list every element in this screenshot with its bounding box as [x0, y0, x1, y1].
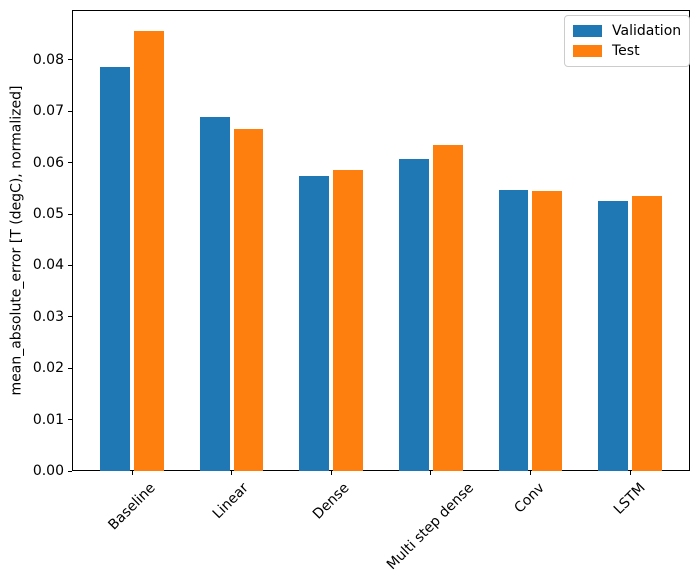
bar-test-lstm — [632, 196, 662, 471]
y-tick-label: 0.02 — [32, 360, 64, 377]
y-tick-label: 0.07 — [32, 103, 64, 120]
plot-area — [72, 10, 690, 471]
y-tick-mark — [68, 419, 72, 421]
bar-validation-dense — [299, 176, 330, 471]
bar-validation-multi-step-dense — [398, 159, 429, 471]
y-tick-label: 0.05 — [32, 206, 64, 223]
legend-swatch-test-icon — [573, 45, 602, 57]
y-tick-label: 0.03 — [32, 308, 64, 325]
x-tick-mark — [430, 471, 432, 475]
y-tick-mark — [68, 162, 72, 164]
bar-test-dense — [333, 170, 364, 471]
bar-test-multi-step-dense — [432, 145, 463, 471]
legend-swatch-validation-icon — [573, 25, 602, 37]
y-tick-mark — [68, 470, 72, 472]
bar-validation-lstm — [598, 200, 629, 471]
legend-item-test: Test — [573, 43, 681, 59]
y-tick-mark — [68, 59, 72, 61]
x-tick-label-linear: Linear — [209, 480, 252, 523]
x-tick-label-dense: Dense — [309, 480, 353, 523]
bar-validation-conv — [498, 190, 529, 471]
y-tick-mark — [68, 213, 72, 215]
y-axis-label: mean_absolute_error [T (degC), normalize… — [8, 85, 25, 396]
x-tick-mark — [629, 471, 631, 475]
x-tick-mark — [131, 471, 133, 475]
x-tick-mark — [330, 471, 332, 475]
x-tick-mark — [529, 471, 531, 475]
y-tick-mark — [68, 367, 72, 369]
legend: Validation Test — [564, 15, 691, 67]
y-tick-label: 0.01 — [32, 411, 64, 428]
y-tick-mark — [68, 110, 72, 112]
y-tick-label: 0.00 — [32, 463, 64, 479]
legend-item-validation: Validation — [573, 23, 681, 39]
y-tick-label: 0.08 — [32, 51, 64, 68]
x-tick-label-baseline: Baseline — [105, 480, 159, 534]
x-tick-label-lstm: LSTM — [611, 480, 649, 518]
y-tick-label: 0.04 — [32, 257, 64, 274]
y-tick-label: 0.06 — [32, 154, 64, 171]
bar-test-baseline — [134, 31, 164, 471]
legend-label-validation: Validation — [612, 23, 682, 39]
legend-label-test: Test — [612, 43, 640, 59]
y-tick-mark — [68, 264, 72, 266]
x-tick-label-conv: Conv — [511, 480, 548, 517]
x-tick-label-multi-step-dense: Multi step dense — [383, 480, 477, 574]
x-tick-mark — [231, 471, 233, 475]
bar-validation-baseline — [100, 66, 130, 471]
bar-test-conv — [532, 191, 563, 471]
bar-test-linear — [233, 128, 264, 471]
bar-validation-linear — [199, 116, 230, 471]
y-tick-mark — [68, 316, 72, 318]
